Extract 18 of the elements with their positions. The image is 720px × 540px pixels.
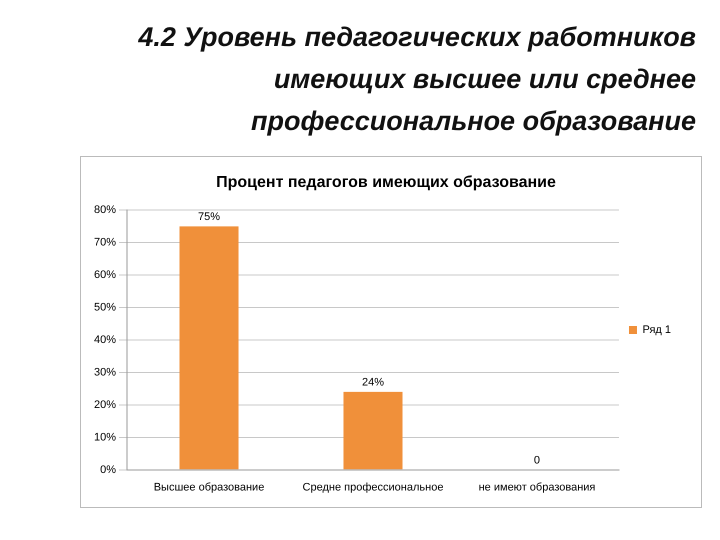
y-tick-label: 20% xyxy=(94,398,116,411)
y-tick-label: 50% xyxy=(94,302,116,314)
legend-label: Ряд 1 xyxy=(642,324,672,336)
y-tick-label: 70% xyxy=(94,236,116,249)
y-tick-label: 10% xyxy=(94,431,116,444)
data-label: 75% xyxy=(198,210,220,223)
x-tick-label: Высшее образование xyxy=(154,481,264,494)
chart-title: 4.2 Уровень педагогических работников имеющих высшее или среднее профессиональное образование xyxy=(137,21,696,138)
y-tick-label: 60% xyxy=(94,269,116,282)
x-tick-label: Средне профессиональное xyxy=(302,481,444,494)
data-label: 24% xyxy=(362,376,384,388)
y-tick-label: 40% xyxy=(94,334,116,346)
x-tick-label: не имеют образования xyxy=(478,481,596,494)
chart-subtitle: Процент педагогов имеющих образование xyxy=(216,174,556,192)
y-tick-label: 30% xyxy=(94,366,116,378)
y-tick-label: 80% xyxy=(94,204,116,216)
y-tick-label: 0% xyxy=(100,464,116,476)
data-label: 0 xyxy=(534,454,540,466)
